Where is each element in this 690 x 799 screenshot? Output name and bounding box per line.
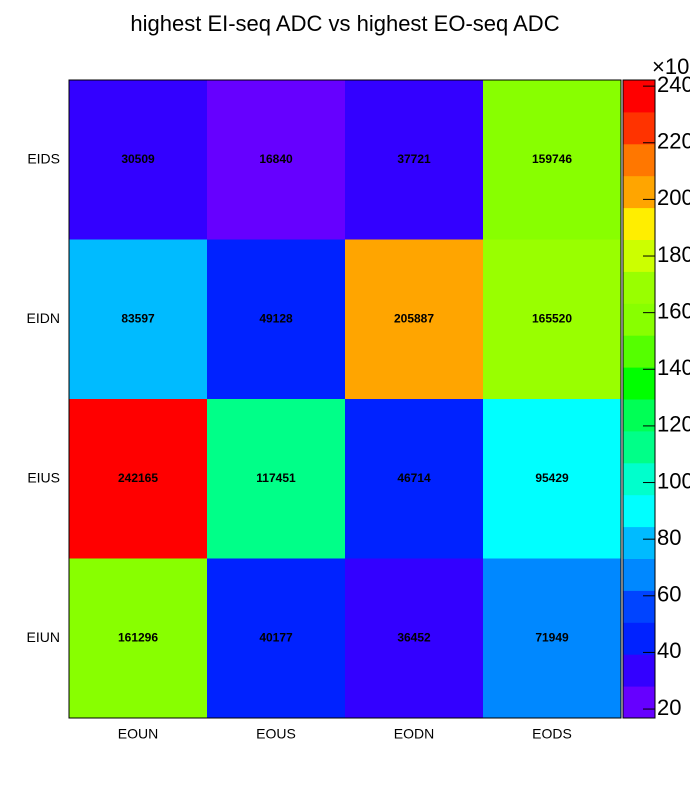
cell-label: 165520 xyxy=(532,311,572,325)
colorbar-tick-label: 120 xyxy=(657,412,690,437)
cell xyxy=(483,239,621,399)
cell xyxy=(69,399,207,559)
x-tick-label: EOUN xyxy=(118,726,158,742)
x-tick-label: EOUS xyxy=(256,726,296,742)
cell xyxy=(345,239,483,399)
cell xyxy=(483,558,621,718)
colorbar-frame xyxy=(622,79,656,719)
chart-title: highest EI-seq ADC vs highest EO-seq ADC xyxy=(130,11,559,36)
cell xyxy=(69,80,207,240)
colorbar-tick-label: 180 xyxy=(657,242,690,267)
cell xyxy=(69,558,207,718)
cell-label: 71949 xyxy=(535,630,569,644)
plot-frame xyxy=(68,79,622,719)
colorbar-band xyxy=(623,207,655,240)
cell-label: 40177 xyxy=(259,630,293,644)
colorbar-band xyxy=(623,367,655,400)
colorbar-band xyxy=(623,526,655,559)
cell xyxy=(483,399,621,559)
colorbar-band xyxy=(623,399,655,432)
colorbar-tick-label: 240 xyxy=(657,72,690,97)
cell xyxy=(69,239,207,399)
cell xyxy=(345,80,483,240)
colorbar-tick-label: 80 xyxy=(657,525,681,550)
cell-label: 205887 xyxy=(394,311,434,325)
cell-label: 36452 xyxy=(397,630,431,644)
y-tick-label: EIUS xyxy=(27,469,60,485)
colorbar-tick-label: 40 xyxy=(657,638,681,663)
cell-label: 30509 xyxy=(121,152,155,166)
cell xyxy=(207,239,345,399)
colorbar-band xyxy=(623,143,655,177)
y-tick-label: EIDN xyxy=(27,310,60,326)
cell xyxy=(207,80,345,240)
cell-label: 159746 xyxy=(532,152,572,166)
colorbar-band xyxy=(623,494,655,528)
cell-label: 16840 xyxy=(259,152,293,166)
colorbar-band xyxy=(623,590,655,623)
colorbar-tick-label: 100 xyxy=(657,468,690,493)
colorbar-band xyxy=(623,335,655,368)
colorbar-band xyxy=(623,175,655,209)
colorbar-band xyxy=(623,462,655,496)
cell xyxy=(483,80,621,240)
cell-label: 49128 xyxy=(259,311,293,325)
colorbar-band xyxy=(623,80,655,113)
y-tick-label: EIUN xyxy=(27,629,60,645)
cell-label: 242165 xyxy=(118,471,158,485)
colorbar-exponent: ×10 xyxy=(652,54,689,79)
colorbar-tick-label: 140 xyxy=(657,355,690,380)
cell-label: 46714 xyxy=(397,471,431,485)
colorbar-band xyxy=(623,686,655,719)
cell-label: 37721 xyxy=(397,152,431,166)
cell xyxy=(207,399,345,559)
colorbar-band xyxy=(623,622,655,655)
colorbar-tick-label: 220 xyxy=(657,129,690,154)
colorbar-tick-label: 160 xyxy=(657,298,690,323)
cell-label: 117451 xyxy=(256,471,296,485)
cell-label: 161296 xyxy=(118,630,158,644)
x-tick-label: EODN xyxy=(394,726,434,742)
colorbar-band xyxy=(623,271,655,304)
colorbar-band xyxy=(623,303,655,336)
colorbar-band xyxy=(623,558,655,591)
cell xyxy=(345,399,483,559)
colorbar-band xyxy=(623,430,655,464)
colorbar-tick-label: 60 xyxy=(657,582,681,607)
colorbar-tick-label: 200 xyxy=(657,185,690,210)
colorbar-tick-label: 20 xyxy=(657,695,681,720)
colorbar-band xyxy=(623,654,655,687)
x-tick-label: EODS xyxy=(532,726,572,742)
cell xyxy=(207,558,345,718)
cell xyxy=(345,558,483,718)
cell-label: 95429 xyxy=(535,471,569,485)
y-tick-label: EIDS xyxy=(27,150,60,166)
cell-label: 83597 xyxy=(121,311,155,325)
colorbar-band xyxy=(623,111,655,145)
